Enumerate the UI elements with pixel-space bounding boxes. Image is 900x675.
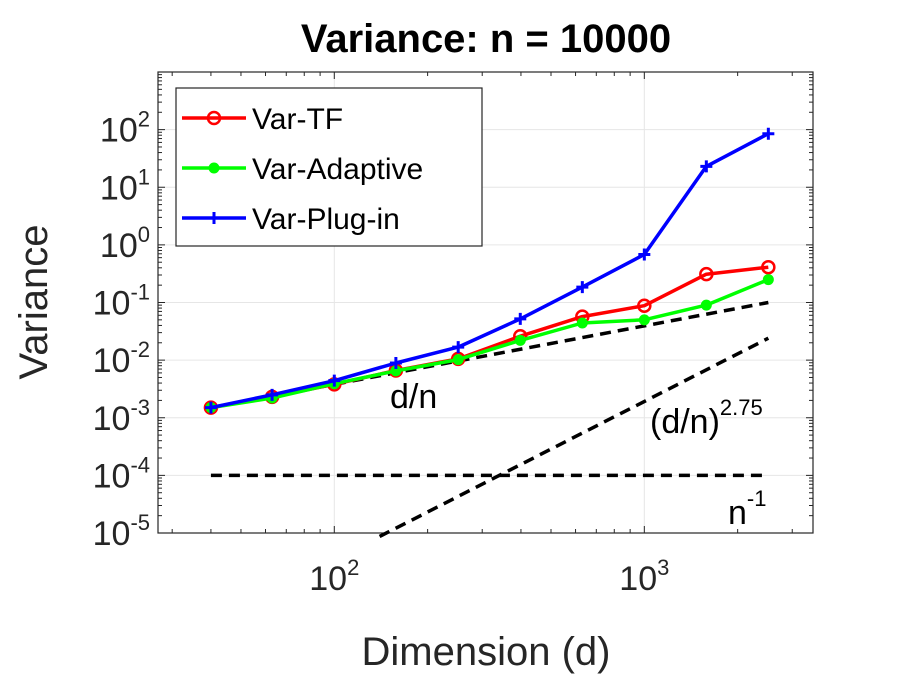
legend-label: Var-Adaptive <box>252 153 423 186</box>
series-marker <box>204 401 217 414</box>
series-marker <box>699 266 714 282</box>
series-marker <box>514 312 527 325</box>
legend-label: Var-TF <box>252 103 343 136</box>
series-marker <box>700 160 713 173</box>
reference-label: d/n <box>390 378 437 416</box>
reference-label: n-1 <box>728 486 766 532</box>
y-tick-label: 10-2 <box>93 337 150 380</box>
series-marker <box>576 281 589 294</box>
series-marker <box>452 341 465 354</box>
y-tick-label: 10-3 <box>93 395 150 438</box>
y-tick-label: 10-4 <box>93 452 150 495</box>
x-tick-label: 103 <box>619 555 669 598</box>
series-marker <box>328 374 341 387</box>
y-tick-label: 10-5 <box>93 510 150 553</box>
series-marker <box>762 274 774 286</box>
y-tick-label: 100 <box>100 222 150 265</box>
series-marker <box>637 298 652 313</box>
series-group <box>203 127 776 415</box>
series-marker <box>266 388 279 401</box>
y-tick-label: 10-1 <box>93 280 150 323</box>
reference-label: (d/n)2.75 <box>650 395 763 441</box>
series-marker <box>208 212 220 224</box>
series-marker <box>762 127 775 140</box>
legend: Var-TF Var-Adaptive Var-Plug-in <box>175 87 483 247</box>
x-tick-label: 102 <box>309 555 359 598</box>
axis-ticks: 102 103 10-5 10-4 10-3 10-2 10-1 100 101 102 <box>93 72 813 598</box>
legend-label: Var-Plug-in <box>252 203 400 236</box>
series-marker <box>576 317 588 329</box>
series-marker <box>452 354 464 366</box>
series-marker <box>638 248 651 261</box>
series-marker <box>389 357 402 370</box>
y-axis-label: Variance <box>12 225 56 380</box>
series-marker <box>206 110 222 126</box>
series-line <box>210 277 769 410</box>
y-tick-label: 101 <box>100 164 150 207</box>
reference-line <box>378 336 770 539</box>
series-marker <box>208 162 220 174</box>
series-marker <box>700 299 712 311</box>
series-marker <box>638 314 650 326</box>
series-marker <box>514 334 526 346</box>
y-tick-label: 102 <box>100 107 150 150</box>
chart-title: Variance: n = 10000 <box>301 17 671 61</box>
x-axis-label: Dimension (d) <box>362 630 611 674</box>
series-marker <box>761 259 776 275</box>
series-line <box>210 132 770 410</box>
